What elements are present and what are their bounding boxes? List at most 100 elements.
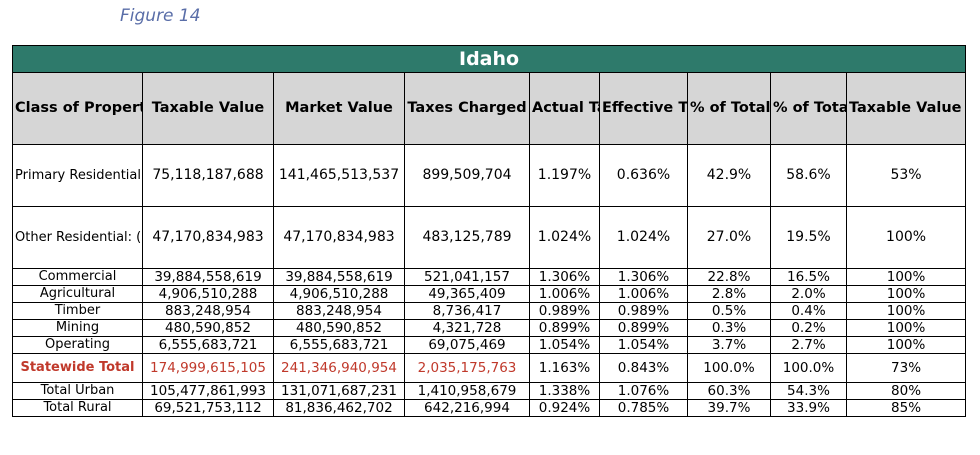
table-cell: 141,465,513,537 <box>273 144 405 207</box>
table-cell: 100% <box>845 268 967 286</box>
figure-caption: Figure 14 <box>120 6 201 26</box>
table-cell: 4,906,510,288 <box>273 285 405 303</box>
table-cell: 0.924% <box>529 399 600 417</box>
column-header: % of Total Taxable <box>687 72 771 145</box>
table-row: Primary Residential: (Homeowner's Exempt… <box>12 144 967 207</box>
table-cell: 60.3% <box>687 382 771 400</box>
table-cell: 1.006% <box>529 285 600 303</box>
table-cell: 1.306% <box>599 268 688 286</box>
table-cell: 480,590,852 <box>142 319 274 337</box>
table-cell: 883,248,954 <box>273 302 405 320</box>
table-cell: 85% <box>845 399 967 417</box>
table-row: Other Residential: (No Homeowner's Exemp… <box>12 206 967 269</box>
table-cell: 1.163% <box>529 353 600 383</box>
row-label: Operating <box>12 336 143 354</box>
column-header: Market Value <box>273 72 405 145</box>
table-cell: 73% <box>845 353 967 383</box>
table-cell: 4,321,728 <box>404 319 530 337</box>
table-cell: 58.6% <box>770 144 847 207</box>
row-label: Total Rural <box>12 399 143 417</box>
table-cell: 69,075,469 <box>404 336 530 354</box>
row-label: Statewide Total <box>12 353 143 383</box>
table-row: Mining 480,590,852 480,590,852 4,321,728… <box>12 319 967 337</box>
table-cell: 42.9% <box>687 144 771 207</box>
table-cell: 22.8% <box>687 268 771 286</box>
table-cell: 0.5% <box>687 302 771 320</box>
table-cell: 100% <box>845 285 967 303</box>
column-header: Taxable Value <box>142 72 274 145</box>
column-header: Taxable Value as % of Market Value <box>845 72 967 145</box>
statewide-total-row: Statewide Total 174,999,615,105 241,346,… <box>12 353 967 383</box>
table-cell: 33.9% <box>770 399 847 417</box>
table-cell: 16.5% <box>770 268 847 286</box>
row-label: Other Residential: (No Homeowner's Exemp… <box>12 206 143 269</box>
table-cell: 642,216,994 <box>404 399 530 417</box>
table-cell: 80% <box>845 382 967 400</box>
table-cell: 0.989% <box>599 302 688 320</box>
row-label: Mining <box>12 319 143 337</box>
table-cell: 2.7% <box>770 336 847 354</box>
table-cell: 100.0% <box>770 353 847 383</box>
table-row: Commercial 39,884,558,619 39,884,558,619… <box>12 268 967 286</box>
table-cell: 131,071,687,231 <box>273 382 405 400</box>
table-cell: 47,170,834,983 <box>273 206 405 269</box>
row-label: Primary Residential: (Homeowner's Exempt… <box>12 144 143 207</box>
table-cell: 1.024% <box>529 206 600 269</box>
column-header: Class of Property <box>12 72 143 145</box>
table-cell: 0.899% <box>529 319 600 337</box>
table-cell: 100% <box>845 302 967 320</box>
table-cell: 81,836,462,702 <box>273 399 405 417</box>
table-cell: 69,521,753,112 <box>142 399 274 417</box>
table-cell: 105,477,861,993 <box>142 382 274 400</box>
table-cell: 0.843% <box>599 353 688 383</box>
table-row: Total Rural 69,521,753,112 81,836,462,70… <box>12 399 967 417</box>
table-cell: 3.7% <box>687 336 771 354</box>
table-cell: 0.3% <box>687 319 771 337</box>
table-cell: 39,884,558,619 <box>142 268 274 286</box>
table-cell: 883,248,954 <box>142 302 274 320</box>
table-cell: 2.0% <box>770 285 847 303</box>
table-cell: 1.024% <box>599 206 688 269</box>
table-cell: 521,041,157 <box>404 268 530 286</box>
table-cell: 27.0% <box>687 206 771 269</box>
table-cell: 0.785% <box>599 399 688 417</box>
table-row: Agricultural 4,906,510,288 4,906,510,288… <box>12 285 967 303</box>
table-title: Idaho <box>11 45 967 73</box>
table-cell: 39.7% <box>687 399 771 417</box>
table-cell: 1.054% <box>529 336 600 354</box>
table-cell: 0.899% <box>599 319 688 337</box>
table-cell: 480,590,852 <box>273 319 405 337</box>
table-cell: 6,555,683,721 <box>142 336 274 354</box>
header-row: Class of Property Taxable Value Market V… <box>12 72 967 145</box>
table-cell: 4,906,510,288 <box>142 285 274 303</box>
table-cell: 2.8% <box>687 285 771 303</box>
table-cell: 19.5% <box>770 206 847 269</box>
table-cell: 6,555,683,721 <box>273 336 405 354</box>
table-cell: 0.636% <box>599 144 688 207</box>
table-cell: 2,035,175,763 <box>404 353 530 383</box>
column-header: % of Total Market Value <box>770 72 847 145</box>
table-cell: 1.338% <box>529 382 600 400</box>
table-cell: 0.2% <box>770 319 847 337</box>
table-cell: 54.3% <box>770 382 847 400</box>
table-cell: 899,509,704 <box>404 144 530 207</box>
table-cell: 1.197% <box>529 144 600 207</box>
table-cell: 100% <box>845 319 967 337</box>
property-tax-table: Idaho Class of Property Taxable Value Ma… <box>11 45 967 417</box>
table-row: Timber 883,248,954 883,248,954 8,736,417… <box>12 302 967 320</box>
table-cell: 49,365,409 <box>404 285 530 303</box>
column-header: Actual Tax Rate <box>529 72 600 145</box>
table-cell: 8,736,417 <box>404 302 530 320</box>
table-cell: 483,125,789 <box>404 206 530 269</box>
table-cell: 1.054% <box>599 336 688 354</box>
column-header: Effective Tax Rate <box>599 72 688 145</box>
table-cell: 1.076% <box>599 382 688 400</box>
table-cell: 100% <box>845 336 967 354</box>
column-header: Taxes Charged <box>404 72 530 145</box>
table-cell: 47,170,834,983 <box>142 206 274 269</box>
table-row: Operating 6,555,683,721 6,555,683,721 69… <box>12 336 967 354</box>
table-cell: 75,118,187,688 <box>142 144 274 207</box>
table-cell: 53% <box>845 144 967 207</box>
table-cell: 0.989% <box>529 302 600 320</box>
table-cell: 241,346,940,954 <box>273 353 405 383</box>
